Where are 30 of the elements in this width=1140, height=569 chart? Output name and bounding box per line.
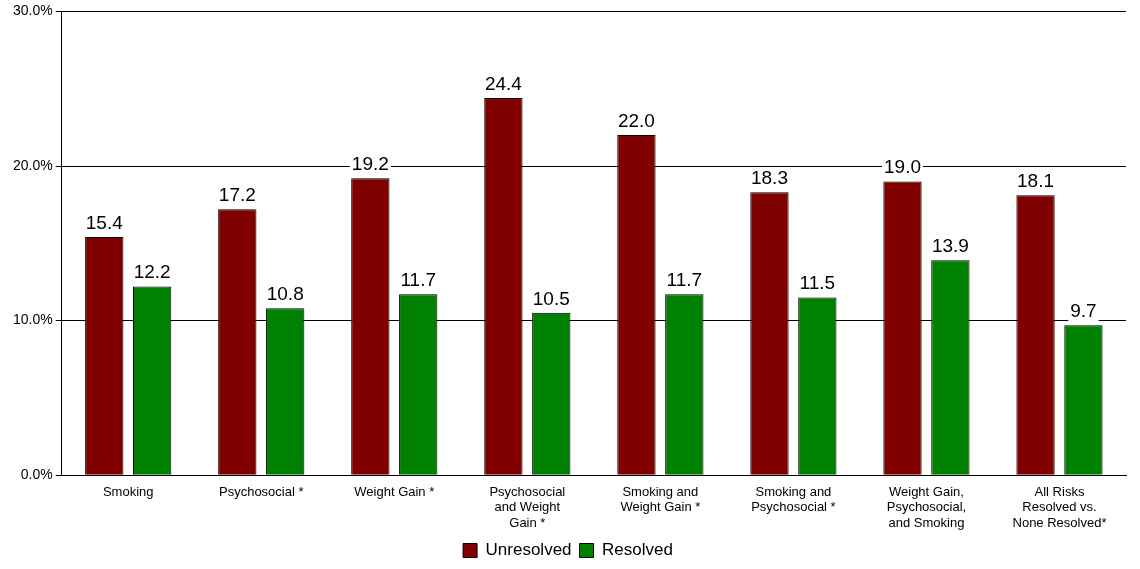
data-label: 11.5 [799,272,836,294]
data-label: 13.9 [931,235,969,257]
y-tick-label: 20.0% [12,156,53,173]
data-label: 9.7 [1070,299,1097,321]
legend-label: Resolved [602,540,673,560]
legend-label: Unresolved [485,540,572,560]
data-label: 10.8 [266,282,304,304]
data-label: 12.2 [133,261,171,283]
data-label: 15.4 [85,211,124,233]
data-label: 19.2 [351,153,389,175]
x-tick-label: Weight Gain * [354,483,435,499]
data-label: 17.2 [218,184,256,206]
x-tick-label: Weight Gain, Psychosocial, and Smoking [886,483,967,530]
data-label: 18.1 [1017,170,1055,192]
x-tick-label: Smoking [102,483,154,499]
y-tick-label: 0.0% [20,466,53,483]
x-tick-label: Psychosocial * [218,483,304,499]
x-tick-label: Smoking and Weight Gain * [620,483,701,515]
data-label: 11.7 [400,269,437,291]
data-label: 18.3 [750,167,788,189]
data-label: 22.0 [617,109,655,131]
data-label: 19.0 [884,156,921,178]
data-label: 10.5 [532,287,570,309]
x-tick-label: Psychosocial and Weight Gain * [489,483,566,530]
y-tick-label: 30.0% [12,2,53,19]
y-tick-label: 10.0% [12,311,53,328]
data-label: 11.7 [666,269,703,291]
x-tick-label: Smoking and Psychosocial * [751,483,836,515]
data-label: 24.4 [484,72,523,94]
x-tick-label: All Risks Resolved vs. None Resolved* [1012,483,1107,530]
